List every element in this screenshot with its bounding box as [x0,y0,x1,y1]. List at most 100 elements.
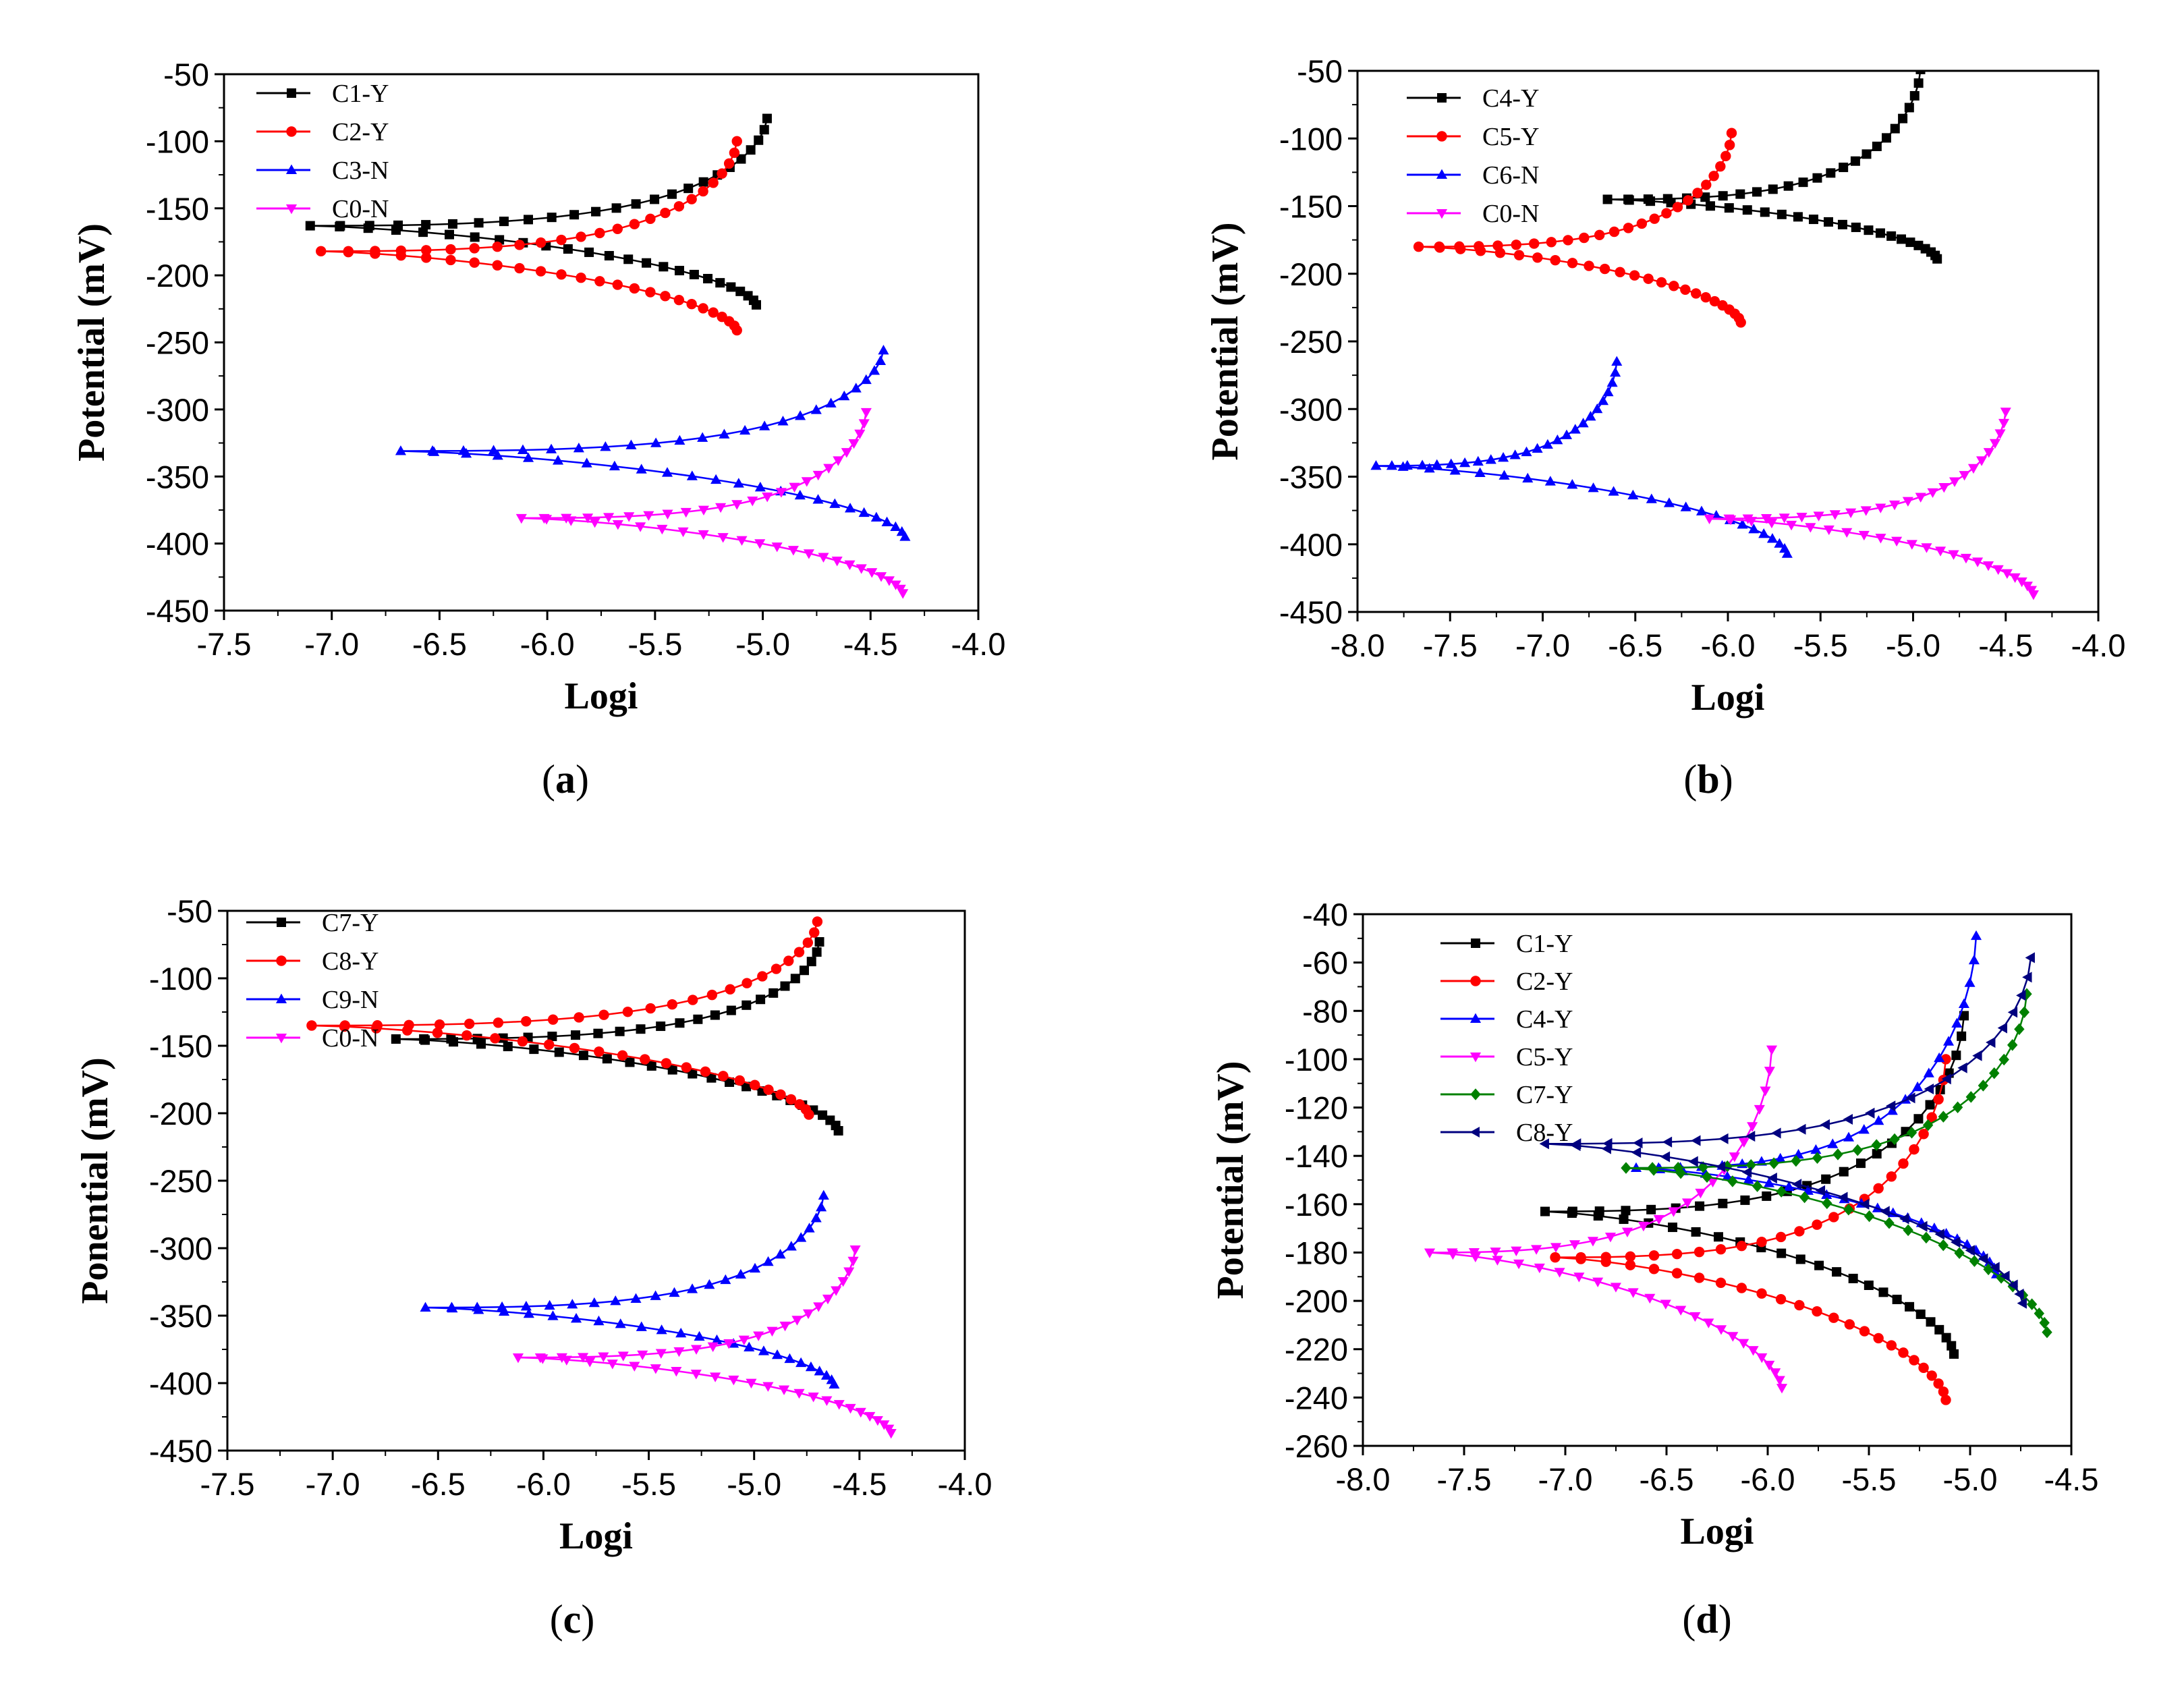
data-point [1756,1353,1768,1364]
data-point [499,1306,510,1316]
data-point [629,219,640,229]
data-point [556,1353,567,1364]
data-point [660,207,671,219]
data-point [1905,237,1915,248]
data-point [741,978,752,988]
data-point [2009,573,2021,584]
legend: C1-Y C2-Y C3-N C0-N [256,80,389,223]
data-point [520,1301,532,1311]
data-point [809,927,820,938]
data-point [656,1021,666,1032]
data-point [804,1223,815,1233]
series-group [1424,930,2052,1405]
data-point [1845,508,1857,518]
legend-item-C0-N: C0-N [1407,200,1539,228]
data-point [1552,434,1563,445]
data-point [1542,439,1553,449]
data-point [418,227,428,237]
y-tick-label: -350 [1279,459,1343,495]
y-tick-label: -50 [1297,53,1343,89]
data-point [1691,1227,1701,1237]
data-point [1934,1052,1945,1063]
data-point [1821,1174,1831,1184]
data-point [813,1302,824,1312]
data-point [1637,1221,1649,1232]
x-axis-label: Logi [565,675,638,717]
data-point [667,1065,677,1075]
data-point [775,1249,786,1259]
data-point [1610,366,1621,377]
data-point [573,443,584,453]
data-point [1873,1333,1884,1344]
y-tick-label: -250 [1279,324,1343,360]
data-point [717,168,727,179]
data-point [787,546,799,556]
data-point [1608,226,1620,237]
data-point [1521,446,1532,457]
data-point [1689,1312,1701,1322]
data-point [697,432,708,442]
data-point [445,254,456,266]
data-point [1722,1171,1733,1181]
data-point [698,505,710,516]
data-point [523,1308,534,1318]
data-point [1708,171,1719,181]
data-point [1774,538,1785,548]
x-tick-label: -7.5 [1437,1461,1492,1497]
data-point [1905,1301,1915,1312]
data-point [1808,215,1818,225]
chart-panels: -7.5 -7.0 -6.5 -6.0 -5.5 -5.0 -4.5 -4.0-50-100-… [71,53,2126,1642]
data-point [814,1366,825,1376]
data-point [674,266,684,276]
data-point [1954,1247,1965,1259]
data-point [629,1362,640,1372]
data-point [735,286,746,296]
data-point [733,478,744,488]
data-point [476,1039,486,1049]
data-point [1707,1177,1718,1188]
legend-item-C7-Y: C7-Y [246,909,379,937]
data-point [1934,1229,1944,1240]
data-point [1918,1129,1929,1140]
data-point [2042,1326,2052,1339]
x-tick-label: -8.0 [1331,627,1385,663]
data-point [1838,1192,1848,1203]
data-point [659,262,669,272]
data-point [1747,1346,1759,1356]
data-point [1532,443,1543,453]
data-point [698,530,709,540]
data-point [1858,530,1870,541]
data-point [444,229,454,240]
data-point [612,223,623,234]
data-point [1938,483,1950,493]
legend-marker [286,126,297,137]
data-point [1875,228,1885,238]
data-point [1720,150,1731,162]
data-point [578,1050,588,1061]
panel-caption: (d) [1682,1597,1731,1642]
data-point [1779,513,1790,524]
data-point [1906,540,1917,550]
data-point [667,189,677,199]
data-point [569,1042,580,1054]
data-point [1554,1268,1565,1278]
data-point [1741,1167,1752,1178]
data-point [1796,1123,1806,1135]
data-point [1763,1177,1775,1187]
data-point [640,1054,650,1065]
data-point [1386,460,1397,470]
data-point [1864,225,1874,235]
data-point [673,201,685,212]
y-tick-label: -120 [1285,1090,1348,1126]
chart-panel-a: -7.5 -7.0 -6.5 -6.0 -5.5 -5.0 -4.5 -4.0 -50 -100 -… [71,57,1006,802]
data-point [706,989,718,1001]
data-point [1667,1223,1677,1233]
data-point [589,517,600,528]
data-point [1947,1341,1957,1351]
data-point [1561,429,1573,439]
data-point [1602,194,1613,204]
data-point [1563,235,1573,246]
data-point [1745,1158,1756,1171]
data-point [1693,1246,1705,1258]
data-point [1567,1208,1577,1218]
